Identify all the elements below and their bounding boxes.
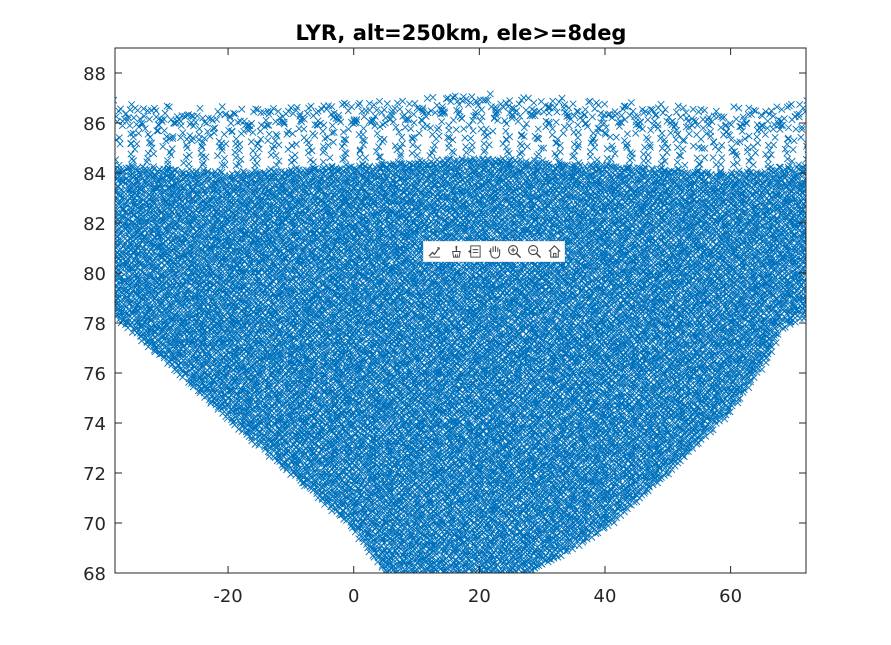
y-tick-label: 86 [83,114,106,135]
y-tick-label: 82 [83,214,106,235]
y-tick-label: 80 [83,264,106,285]
x-tick-label: 0 [348,586,359,607]
export-icon [427,247,440,258]
zoom-in-button[interactable] [504,242,524,261]
datatip-icon [467,245,481,258]
y-tick-label: 68 [83,564,106,585]
brush-button[interactable] [444,242,464,261]
y-tick-label: 84 [83,164,106,185]
pan-icon [488,245,500,259]
y-axis: 68 70 72 74 76 78 80 82 84 86 88 [83,64,806,585]
y-tick-label: 78 [83,314,106,335]
y-tick-label: 72 [83,464,106,485]
y-tick-label: 88 [83,64,106,85]
home-button[interactable] [544,242,564,261]
axes-toolbar [423,241,565,262]
x-tick-label: 40 [594,586,617,607]
pan-button[interactable] [484,242,504,261]
x-axis: -20 0 20 40 60 [213,48,742,607]
home-icon [547,245,561,258]
datatip-button[interactable] [464,242,484,261]
export-button[interactable] [424,242,444,261]
zoom-out-button[interactable] [524,242,544,261]
zoom-out-icon [527,245,541,259]
axes-box [114,47,807,574]
chart-title: LYR, alt=250km, ele>=8deg [296,21,627,45]
x-tick-label: -20 [213,586,242,607]
y-tick-label: 70 [83,514,106,535]
y-tick-label: 74 [83,414,106,435]
x-tick-label: 20 [468,586,491,607]
y-tick-label: 76 [83,364,106,385]
brush-icon [451,245,461,258]
zoom-in-icon [507,245,521,259]
x-tick-label: 60 [719,586,742,607]
